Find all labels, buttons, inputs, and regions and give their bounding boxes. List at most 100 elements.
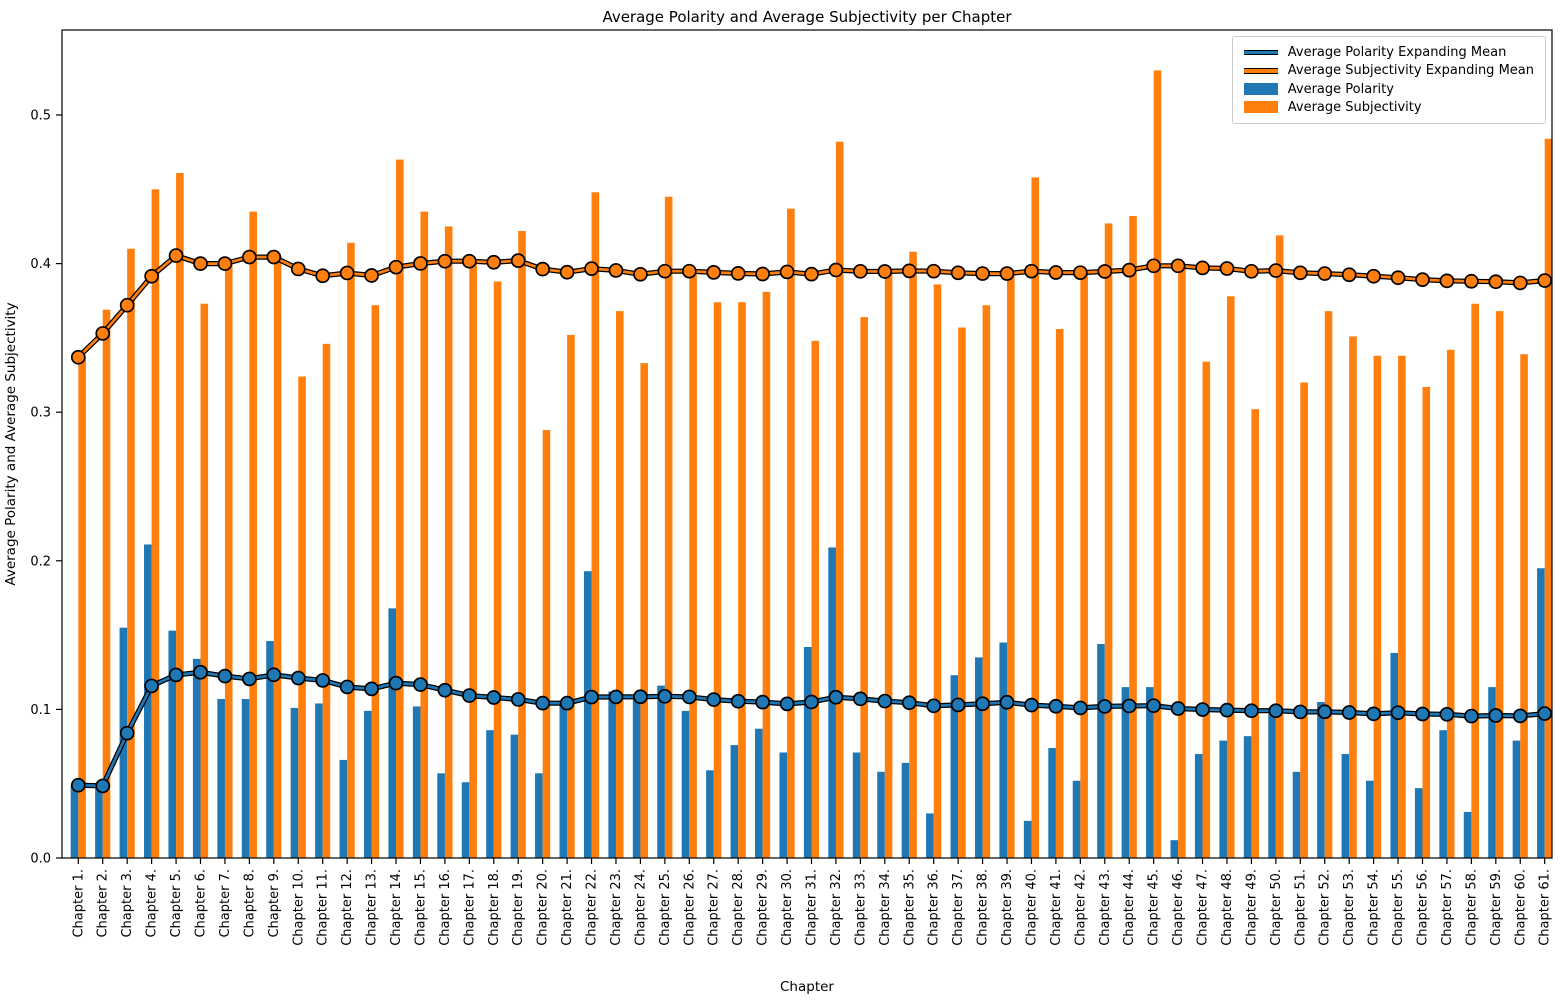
bar-subjectivity [1202,361,1211,858]
subjectivity-expanding-mean-line-marker [1464,273,1479,289]
y-tick-label: 0.3 [30,406,51,421]
subjectivity-expanding-mean-line-marker [657,263,673,279]
legend-item-subjectivity-mean: Average Subjectivity Expanding Mean [1243,63,1534,78]
bar-polarity [1023,820,1032,858]
x-tick-label: Chapter 31. [805,869,820,946]
x-tick-label: Chapter 51. [1293,869,1308,946]
polarity-expanding-mean-line-marker [706,692,722,707]
bar-polarity [1048,748,1056,858]
bar-polarity [241,698,250,858]
bar-polarity [510,734,519,858]
subjectivity-expanding-mean-line-marker [290,261,306,277]
x-tick-label: Chapter 59. [1489,869,1504,946]
bar-polarity [1463,811,1472,858]
subjectivity-expanding-mean-line-marker [242,249,257,265]
bar-subjectivity [1178,268,1186,859]
polarity-expanding-mean-line-marker [1512,708,1528,724]
polarity-expanding-mean-line-marker [217,668,233,684]
subjectivity-expanding-mean-line-marker [144,268,159,284]
bar-polarity [1219,740,1227,858]
bar-polarity [1170,840,1179,858]
x-tick-label: Chapter 50. [1269,869,1284,946]
polarity-expanding-mean-line-marker [193,664,208,680]
x-tick-label: Chapter 39. [1000,869,1015,946]
subjectivity-expanding-mean-line-marker [681,263,697,279]
bar-polarity [461,782,470,858]
subjectivity-expanding-mean-line-marker [559,264,575,280]
legend-label-polarity: Average Polarity [1287,81,1394,97]
ticks-layer: 0.0 0.1 0.2 0.3 0.4 0.5 Chapter 1. Chapter 2. Ch… [30,109,1552,946]
subjectivity-expanding-mean-line-marker [1024,263,1039,279]
x-tick-label: Chapter 6. [194,869,209,938]
bar-subjectivity [493,281,502,858]
polarity-expanding-mean-line-marker [755,694,770,710]
subjectivity-expanding-mean-line-marker [1072,265,1088,281]
subjectivity-expanding-mean-line-marker [510,253,526,268]
x-tick-label: Chapter 49. [1244,869,1259,946]
x-tick-label: Chapter 18. [487,869,502,946]
x-tick-label: Chapter 5. [169,869,184,938]
subjectivity-expanding-mean-line-marker [706,265,722,280]
bar-subjectivity [1349,336,1357,858]
y-axis-label: Average Polarity and Average Subjectivit… [3,302,19,585]
x-tick-label: Chapter 53. [1342,869,1357,946]
bar-polarity [657,685,665,858]
bar-polarity [192,658,201,858]
x-tick-label: Chapter 42. [1073,869,1088,946]
bar-subjectivity [1471,303,1479,858]
subjectivity-expanding-mean-line-marker [217,256,233,271]
bar-subjectivity [909,251,917,858]
polarity-expanding-mean-line-marker [1488,708,1504,723]
polarity-expanding-mean-line-marker [1097,699,1113,714]
legend: Average Polarity Expanding Mean Average … [1231,36,1546,124]
subjectivity-expanding-mean-line-marker [1292,265,1308,281]
x-tick-label: Chapter 23. [609,869,624,946]
bar-polarity [1121,687,1130,858]
polarity-expanding-mean-line-marker [828,689,844,705]
x-tick-label: Chapter 1. [71,869,86,938]
y-tick-label: 0.2 [30,554,51,569]
x-tick-label: Chapter 56. [1416,869,1431,946]
bar-polarity [1243,736,1252,858]
bar-subjectivity [738,302,746,859]
subjectivity-expanding-mean-line-marker [633,266,648,282]
bar-polarity [339,759,348,858]
polarity-expanding-mean-line-marker [486,690,502,705]
subjectivity-expanding-mean-line-marker [1439,273,1455,289]
bar-polarity [877,771,885,858]
bar-polarity [803,646,812,858]
subjectivity-expanding-mean-line-marker [926,263,942,279]
polarity-expanding-mean-line-marker [853,691,868,707]
polarity-expanding-mean-line-marker [437,682,453,698]
x-tick-label: Chapter 58. [1464,869,1479,946]
x-tick-label: Chapter 45. [1147,869,1162,946]
bar-polarity [583,571,592,858]
bar-polarity [559,701,568,858]
polarity-expanding-mean-line-marker [950,697,966,713]
x-tick-label: Chapter 54. [1367,869,1382,946]
x-tick-label: Chapter 37. [951,869,966,946]
bar-subjectivity [78,357,86,858]
polarity-expanding-mean-line-marker [608,689,624,705]
bar-subjectivity [249,211,257,859]
bar-subjectivity [567,334,575,859]
bar-polarity [315,703,323,858]
bar-polarity [926,813,934,858]
bar-subjectivity [1520,354,1528,858]
bar-subjectivity [102,309,111,858]
subjectivity-expanding-mean-line-marker [828,262,844,278]
subjectivity-expanding-mean-line-marker [730,266,746,281]
x-tick-label: Chapter 10. [291,869,306,946]
polarity-expanding-mean-line-marker [804,694,819,710]
subjectivity-expanding-mean-line-marker [901,263,917,279]
x-tick-label: Chapter 44. [1122,869,1137,946]
subjectivity-expanding-mean-line-marker [1219,261,1235,276]
subjectivity-expanding-mean-line-marker [1048,265,1064,280]
x-tick-label: Chapter 7. [218,869,233,938]
polarity-expanding-mean-line-marker [95,778,111,794]
bar-polarity [388,608,397,858]
polarity-expanding-mean-line-marker [584,689,599,705]
subjectivity-expanding-mean-line-marker [193,256,208,271]
bar-polarity [706,770,714,858]
